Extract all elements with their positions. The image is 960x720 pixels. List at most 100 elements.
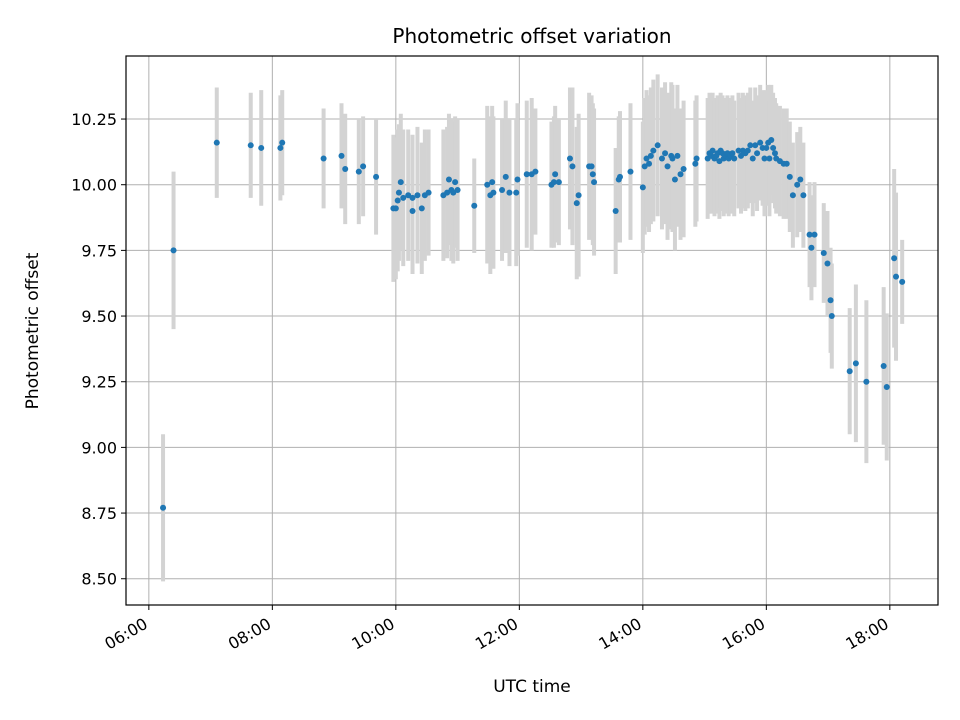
- data-point: [355, 168, 362, 175]
- y-tick-label: 8.50: [81, 570, 117, 589]
- data-point: [899, 278, 906, 285]
- data-point: [258, 144, 265, 151]
- data-point: [669, 155, 676, 162]
- data-point: [612, 207, 619, 214]
- x-axis-label: UTC time: [493, 677, 571, 697]
- data-point: [552, 171, 559, 178]
- y-tick-label: 10.00: [71, 176, 117, 195]
- data-point: [514, 176, 521, 183]
- data-point: [639, 184, 646, 191]
- data-point: [342, 165, 349, 172]
- y-tick-label: 9.25: [81, 373, 117, 392]
- data-point: [616, 173, 623, 180]
- data-point: [452, 179, 459, 186]
- plot-frame: [125, 55, 939, 606]
- data-point: [414, 192, 421, 199]
- data-point: [786, 173, 793, 180]
- data-point: [279, 139, 286, 146]
- data-point: [783, 160, 790, 167]
- data-point: [658, 155, 665, 162]
- data-point: [766, 155, 773, 162]
- data-point: [820, 250, 827, 257]
- data-point: [484, 181, 491, 188]
- data-point: [811, 231, 818, 238]
- chart-title: Photometric offset variation: [392, 24, 671, 48]
- data-point: [397, 179, 404, 186]
- data-point: [247, 142, 254, 149]
- data-point: [752, 142, 759, 149]
- data-point: [589, 171, 596, 178]
- data-point: [444, 189, 451, 196]
- y-tick-label: 9.75: [81, 241, 117, 260]
- data-point: [749, 155, 756, 162]
- data-point: [523, 171, 530, 178]
- data-point: [569, 163, 576, 170]
- y-tick-label: 9.50: [81, 307, 117, 326]
- data-point: [643, 155, 650, 162]
- data-point: [680, 165, 687, 172]
- data-point: [360, 163, 367, 170]
- data-point: [409, 194, 416, 201]
- data-point: [757, 139, 764, 146]
- data-point: [405, 192, 412, 199]
- data-point: [550, 179, 557, 186]
- y-tick-label: 9.00: [81, 438, 117, 457]
- data-point: [709, 147, 716, 154]
- data-point: [490, 189, 497, 196]
- data-point: [573, 200, 580, 207]
- data-point: [445, 176, 452, 183]
- data-point: [738, 152, 745, 159]
- data-point: [768, 137, 775, 144]
- data-point: [852, 360, 859, 367]
- data-point: [893, 273, 900, 280]
- data-point: [627, 168, 634, 175]
- y-axis-label: Photometric offset: [23, 252, 43, 409]
- data-point: [647, 152, 654, 159]
- data-point: [754, 150, 761, 157]
- data-point: [827, 297, 834, 304]
- data-point: [747, 142, 754, 149]
- data-point: [575, 192, 582, 199]
- data-point: [731, 155, 738, 162]
- data-point: [770, 144, 777, 151]
- data-point: [641, 163, 648, 170]
- data-point: [828, 313, 835, 320]
- data-point: [450, 189, 457, 196]
- data-point: [454, 186, 461, 193]
- data-point: [797, 176, 804, 183]
- data-point: [654, 142, 661, 149]
- data-point: [277, 144, 284, 151]
- data-point: [513, 189, 520, 196]
- data-point: [392, 205, 399, 212]
- data-point: [425, 189, 432, 196]
- data-point: [320, 155, 327, 162]
- data-point: [806, 231, 813, 238]
- data-point: [677, 171, 684, 178]
- data-point: [213, 139, 220, 146]
- data-point: [735, 147, 742, 154]
- y-tick-label: 10.25: [71, 110, 117, 129]
- data-point: [789, 192, 796, 199]
- data-point: [674, 152, 681, 159]
- data-point: [761, 155, 768, 162]
- data-point: [692, 160, 699, 167]
- data-point: [373, 173, 380, 180]
- data-point: [664, 163, 671, 170]
- data-point: [338, 152, 345, 159]
- data-points: [160, 137, 906, 511]
- data-point: [662, 150, 669, 157]
- data-point: [716, 158, 723, 165]
- data-point: [591, 179, 598, 186]
- data-point: [794, 181, 801, 188]
- data-point: [646, 160, 653, 167]
- data-point: [693, 155, 700, 162]
- data-point: [489, 179, 496, 186]
- data-point: [808, 244, 815, 251]
- data-point: [824, 260, 831, 267]
- data-point: [744, 147, 751, 154]
- data-point: [400, 194, 407, 201]
- data-point: [650, 147, 657, 154]
- data-point: [566, 155, 573, 162]
- data-point: [771, 150, 778, 157]
